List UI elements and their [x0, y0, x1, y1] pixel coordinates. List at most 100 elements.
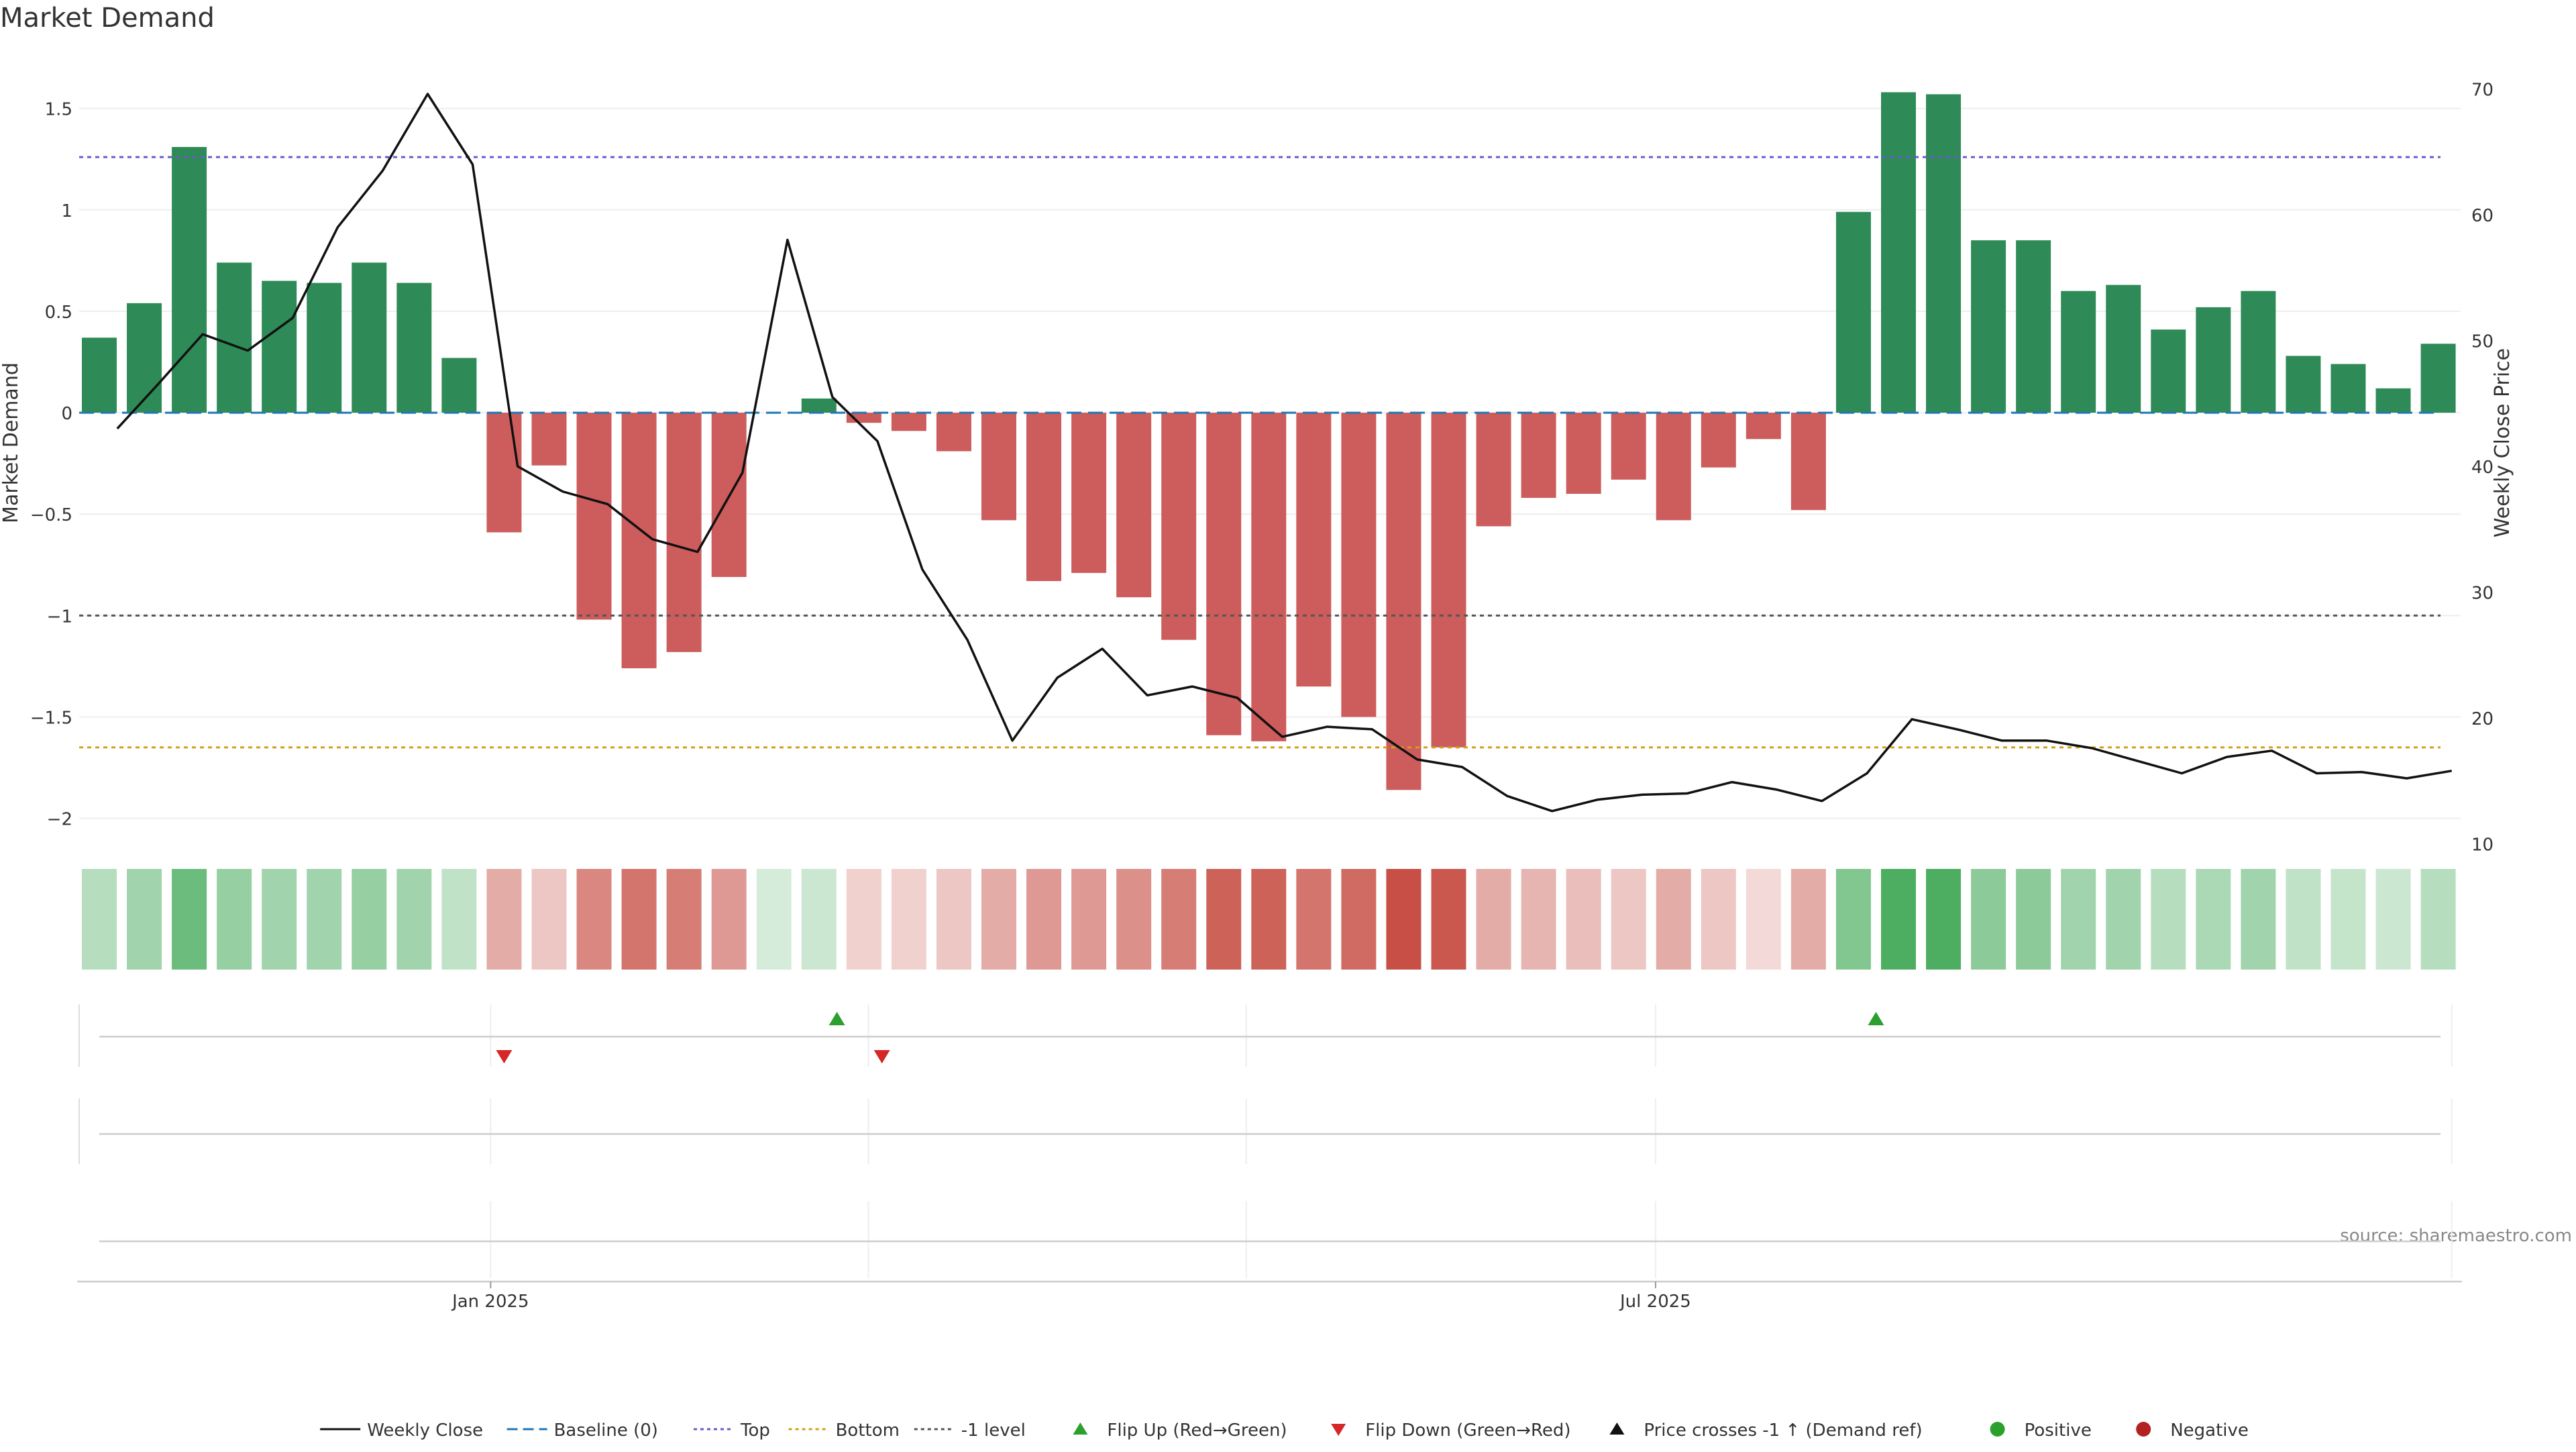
heat-strip-cell: [981, 869, 1016, 970]
bar-positive: [441, 358, 477, 413]
legend-item-label: Flip Up (Red→Green): [1107, 1420, 1287, 1441]
heat-strip-cell: [2286, 869, 2321, 970]
heat-strip-cell: [531, 869, 567, 970]
bar-positive: [82, 338, 117, 413]
heat-strip-cell: [1746, 869, 1781, 970]
heat-strip-cell: [756, 869, 792, 970]
bar-negative: [936, 413, 971, 452]
bar-negative: [486, 413, 522, 533]
bar-positive: [217, 262, 252, 413]
y-tick-label: 1.5: [45, 100, 72, 120]
bar-negative: [1116, 413, 1152, 598]
bar-negative: [1521, 413, 1556, 499]
heat-strip-cell: [1296, 869, 1332, 970]
bar-positive: [1971, 240, 2006, 413]
heat-strip-cell: [1071, 869, 1107, 970]
bar-positive: [2151, 329, 2186, 413]
bar-positive: [262, 280, 297, 413]
legend-item-label: Bottom: [836, 1420, 900, 1441]
bar-negative: [1386, 413, 1421, 790]
heat-strip-cell: [1611, 869, 1646, 970]
bar-negative: [1476, 413, 1511, 527]
bar-positive: [1926, 94, 1962, 413]
heat-strip-cell: [1251, 869, 1287, 970]
heat-strip-cell: [1835, 869, 1871, 970]
heat-strip-cell: [1566, 869, 1601, 970]
y-tick-label: 1: [61, 201, 72, 221]
y-axis-label: Market Demand: [0, 362, 23, 523]
legend-item-label: Flip Down (Green→Red): [1365, 1420, 1570, 1441]
legend-swatch: [1990, 1422, 2005, 1437]
heat-strip-cell: [486, 869, 522, 970]
bar-positive: [2241, 291, 2276, 413]
y2-tick-label: 70: [2471, 81, 2493, 101]
heat-strip-cell: [1206, 869, 1242, 970]
heat-strip-cell: [82, 869, 117, 970]
heat-strip-cell: [217, 869, 252, 970]
plot-area: 1.5 1 0.5 0 −0.5 −1 −1.5 −2 70 60 50 40 30 20 10 Jan 20…: [30, 81, 2493, 1312]
bar-negative: [1746, 413, 1781, 439]
heat-strip-cell: [1431, 869, 1466, 970]
heat-strip-cell: [1656, 869, 1691, 970]
x-tick-label: Jan 2025: [451, 1292, 529, 1312]
bar-negative: [846, 413, 881, 423]
flip-up-marker: [828, 1012, 845, 1025]
heat-strip-cell: [1026, 869, 1062, 970]
bar-negative: [1566, 413, 1601, 494]
bar-negative: [621, 413, 657, 668]
y2-tick-label: 40: [2471, 458, 2493, 478]
bar-positive: [2106, 284, 2141, 413]
heat-strip-cell: [441, 869, 477, 970]
heat-strip-cell: [801, 869, 837, 970]
heat-strip-cell: [2016, 869, 2051, 970]
bar-negative: [576, 413, 612, 620]
heat-strip-cell: [621, 869, 657, 970]
y-tick-label: −1.5: [30, 709, 72, 729]
y-tick-label: 0: [61, 404, 72, 424]
heat-strip-cell: [1116, 869, 1152, 970]
heat-strip-cell: [1881, 869, 1916, 970]
y-tick-label: 0.5: [45, 303, 72, 323]
source-note: source: sharemaestro.com: [2340, 1226, 2572, 1246]
heat-strip-cell: [2196, 869, 2231, 970]
heat-strip-cell: [1701, 869, 1736, 970]
heat-strip-cell: [1926, 869, 1962, 970]
heat-strip-cell: [396, 869, 432, 970]
y2-axis-label: Weekly Close Price: [2491, 348, 2514, 537]
y-tick-label: −1: [47, 607, 72, 627]
flip-up-marker: [1868, 1012, 1884, 1025]
heat-strip-cell: [1476, 869, 1511, 970]
bar-positive: [2061, 291, 2096, 413]
bar-positive: [1881, 92, 1916, 413]
legend-item-label: Negative: [2170, 1420, 2249, 1441]
chart-title: Market Demand: [0, 3, 215, 34]
bar-positive: [2330, 364, 2366, 413]
heat-strip-cell: [711, 869, 747, 970]
bar-negative: [981, 413, 1016, 521]
legend-item-label: Baseline (0): [554, 1420, 658, 1441]
bar-negative: [1251, 413, 1287, 741]
y-tick-label: −2: [47, 810, 72, 830]
heat-strip-cell: [1341, 869, 1377, 970]
bar-positive: [2420, 344, 2456, 413]
bar-positive: [1835, 211, 1871, 413]
legend-item-label: Price crosses -1 ↑ (Demand ref): [1644, 1420, 1922, 1441]
heat-strip-cell: [2241, 869, 2276, 970]
bar-negative: [1431, 413, 1466, 747]
x-tick-label: Jul 2025: [1619, 1292, 1691, 1312]
legend-swatch: [1331, 1424, 1346, 1436]
bar-positive: [2286, 356, 2321, 413]
bar-negative: [1790, 413, 1826, 511]
heat-strip-cell: [2375, 869, 2411, 970]
bar-negative: [1071, 413, 1107, 573]
heat-strip-cell: [352, 869, 387, 970]
y2-tick-label: 50: [2471, 332, 2493, 352]
legend-item-label: Top: [740, 1420, 770, 1441]
heat-strip-cell: [307, 869, 342, 970]
y2-tick-label: 10: [2471, 835, 2493, 855]
legend-item-label: -1 level: [961, 1420, 1026, 1441]
weekly-close-line: [116, 93, 2452, 813]
y2-tick-label: 60: [2471, 206, 2493, 226]
heat-strip-cell: [2106, 869, 2141, 970]
